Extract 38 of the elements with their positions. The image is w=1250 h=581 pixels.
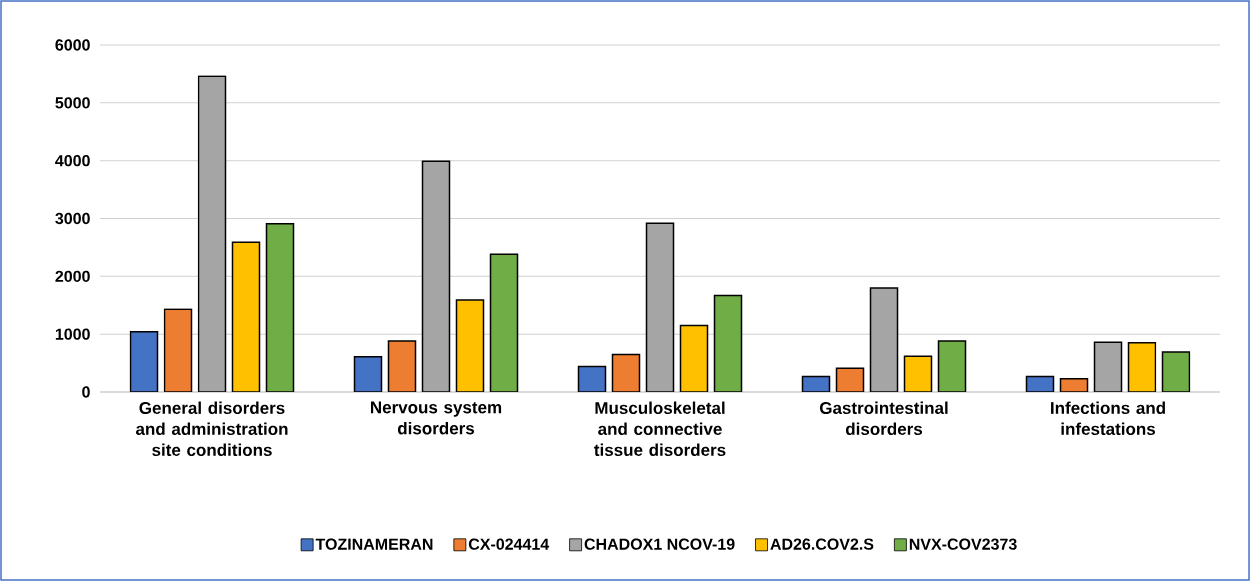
bar <box>265 222 295 392</box>
y-tick-label: 2000 <box>55 270 90 282</box>
bar <box>129 331 159 392</box>
legend-label: CHADOX1 NCOV-19 <box>584 538 735 550</box>
y-tick-label: 0 <box>82 386 90 398</box>
bar <box>645 222 675 392</box>
bar <box>197 75 227 392</box>
x-tick-label: Nervous system disorders <box>371 401 502 435</box>
bar <box>1093 341 1123 392</box>
bar <box>231 241 261 392</box>
x-tick-label: Gastrointestinal disorders <box>819 401 948 436</box>
bar <box>869 287 899 392</box>
x-tick-label: General disorders and administration site conditions <box>136 401 288 457</box>
bar <box>163 308 193 392</box>
legend-label: CX-024414 <box>468 538 550 550</box>
bar <box>577 365 607 392</box>
bar <box>713 294 743 392</box>
y-tick-label: 4000 <box>55 155 90 167</box>
legend-label: NVX-COV2373 <box>909 538 1017 550</box>
y-tick-label: 5000 <box>55 97 90 109</box>
x-tick-label: Infections and infestations <box>1051 401 1165 436</box>
bar <box>489 253 519 392</box>
y-tick-label: 1000 <box>55 328 90 340</box>
legend-label: TOZINAMERAN <box>315 538 433 550</box>
bar <box>1161 351 1191 392</box>
bar <box>353 355 383 392</box>
bar <box>903 355 933 392</box>
bar <box>421 160 451 392</box>
bar <box>611 353 641 392</box>
x-tick-label: Musculoskeletal and connective tissue disorders <box>594 401 726 457</box>
bar <box>1127 342 1157 392</box>
bar <box>937 340 967 392</box>
bar <box>455 299 485 392</box>
bar <box>679 324 709 392</box>
y-tick-label: 3000 <box>55 212 90 225</box>
legend-label: AD26.COV2.S <box>770 538 874 550</box>
y-tick-label: 6000 <box>55 39 90 51</box>
bar <box>387 340 417 392</box>
